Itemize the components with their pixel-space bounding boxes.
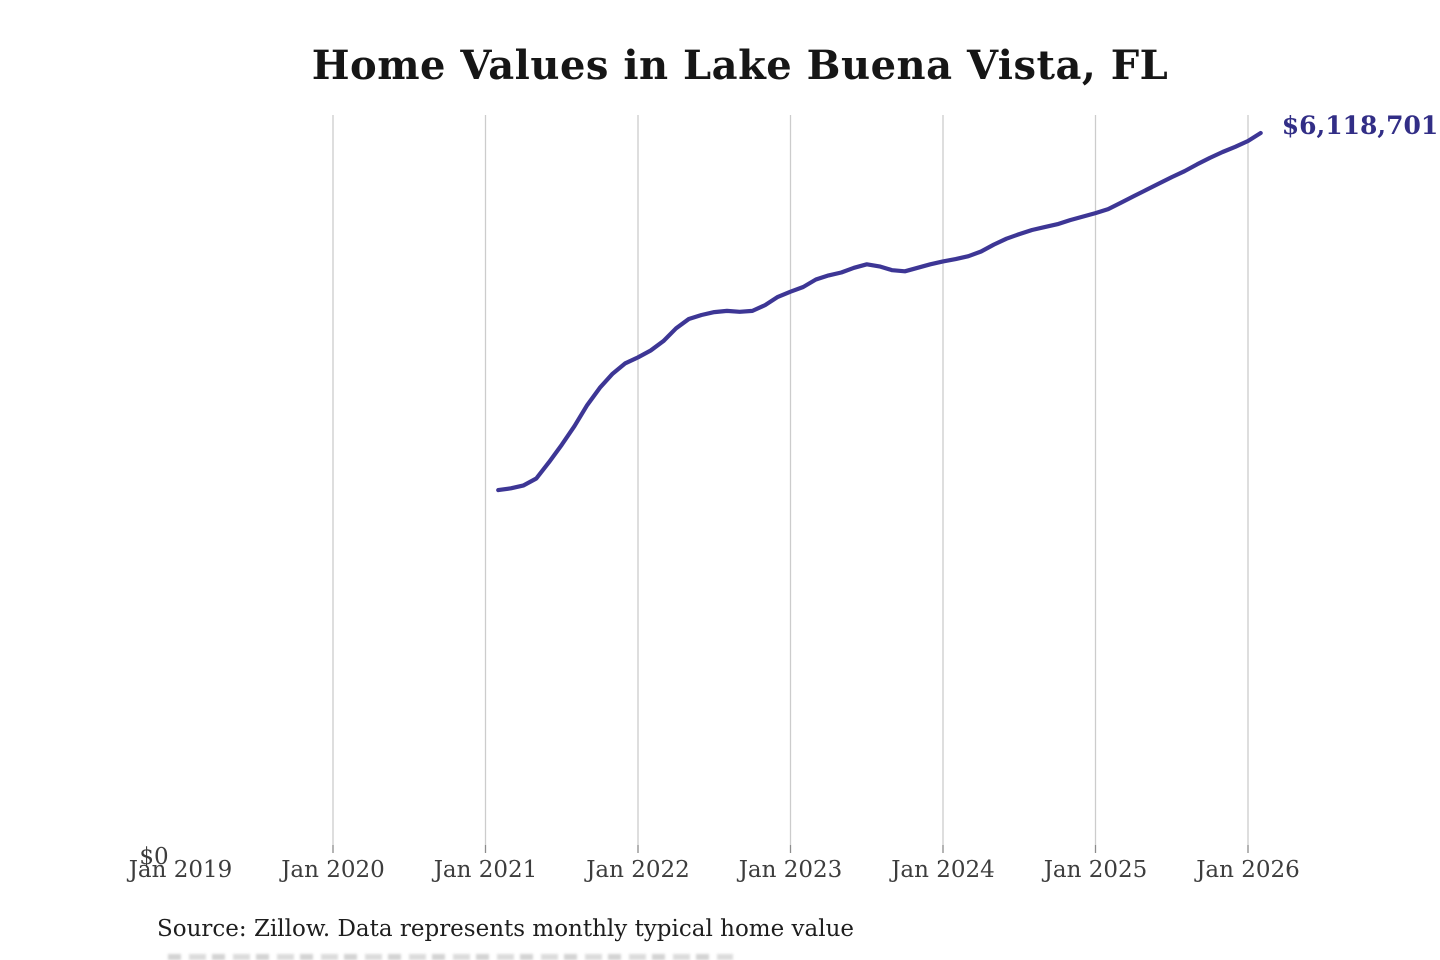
home-value-line-series: [496, 130, 1263, 493]
x-axis-tick-label-jan-2022: Jan 2022: [586, 857, 690, 883]
x-axis-tick-label-jan-2026: Jan 2026: [1196, 857, 1300, 883]
x-axis-tick-label-jan-2023: Jan 2023: [738, 857, 843, 883]
x-axis-tick-label-jan-2021: Jan 2021: [433, 857, 538, 883]
x-axis-tick-label-jan-2024: Jan 2024: [891, 857, 995, 883]
y-axis-zero-label: $0: [139, 844, 169, 870]
end-value-annotation: $6,118,701: [1281, 111, 1439, 140]
chart-title: Home Values in Lake Buena Vista, FL: [311, 42, 1169, 89]
source-note: Source: Zillow. Data represents monthly …: [157, 916, 855, 942]
clipped-text-artifact: [168, 954, 733, 960]
x-axis-tick-label-jan-2019: Jan 2019: [128, 857, 233, 883]
x-axis-tick-label-jan-2025: Jan 2025: [1043, 857, 1148, 883]
x-axis-tick-label-jan-2020: Jan 2020: [281, 857, 385, 883]
